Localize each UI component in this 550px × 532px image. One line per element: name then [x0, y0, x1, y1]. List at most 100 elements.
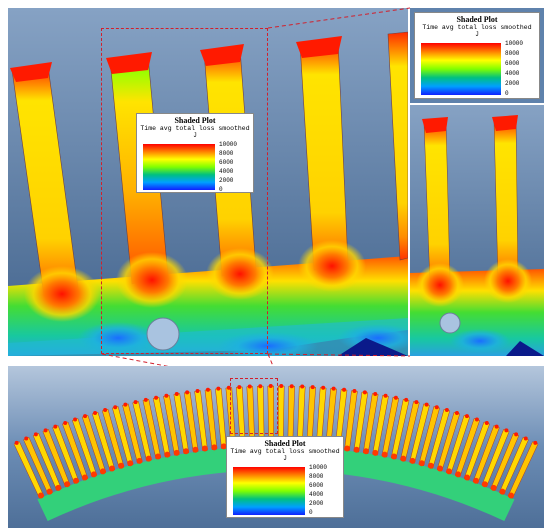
tooth-tip-hotspot	[123, 402, 128, 407]
legend-tick: 4000	[505, 70, 520, 77]
tooth-root-hotspot	[499, 488, 506, 495]
legend-tick: 2000	[219, 177, 234, 184]
tooth-tip-hotspot	[73, 417, 78, 422]
tooth-root-hotspot	[55, 484, 62, 491]
legend-tick: 4000	[309, 491, 324, 498]
tooth-root-hotspot	[145, 455, 152, 462]
tooth-root-hotspot	[409, 457, 416, 464]
tooth-tip-hotspot	[300, 384, 305, 389]
tooth-tip-hotspot	[93, 410, 98, 415]
stator-yoke	[37, 446, 515, 522]
tooth-tip-hotspot	[373, 391, 378, 396]
legend-title: Shaded Plot	[174, 116, 216, 125]
legend-tick: 10000	[505, 40, 524, 47]
tooth-tip-hotspot	[523, 436, 528, 441]
tooth-root-hotspot	[183, 448, 190, 455]
tooth-tip-hotspot	[474, 417, 479, 422]
legend-tick: 2000	[309, 500, 324, 507]
zoom-region-frame	[101, 28, 268, 354]
tooth-tip-hotspot	[514, 432, 519, 437]
tooth-tip-hotspot	[310, 385, 315, 390]
tooth-root-hotspot	[118, 462, 125, 469]
legend-subtitle: Time avg total loss smoothed	[230, 448, 340, 455]
tooth-root-hotspot	[353, 446, 360, 453]
tooth-root-hotspot	[446, 468, 453, 475]
tooth-tip-hotspot	[404, 397, 409, 402]
tooth-tip-hotspot	[195, 388, 200, 393]
tooth-tip-hotspot	[352, 388, 357, 393]
tooth-root-hotspot	[464, 474, 471, 481]
tooth-tip-hotspot	[342, 387, 347, 392]
tooth-tip-hotspot	[103, 408, 108, 413]
tooth-root-hotspot	[99, 468, 106, 475]
legend-main: Shaded Plot Time avg total loss smoothed…	[136, 113, 254, 193]
tooth-root-hotspot	[490, 484, 497, 491]
tooth-tip-hotspot	[268, 384, 273, 389]
tooth-root-hotspot	[46, 488, 53, 495]
tooth-root-hotspot	[136, 457, 143, 464]
tooth-root-hotspot	[201, 445, 208, 452]
tooth-tip-hotspot	[53, 424, 58, 429]
legend-subtitle: Time avg total loss smoothed	[140, 125, 250, 132]
tooth-tip-hotspot	[164, 393, 169, 398]
tooth-root-hotspot	[155, 453, 162, 460]
legend-unit: J	[283, 455, 287, 462]
legend-tick: 10000	[219, 141, 238, 148]
tooth-tip-hotspot	[321, 385, 326, 390]
zoom-detail-render	[410, 105, 544, 356]
tooth-tip-hotspot	[174, 391, 179, 396]
legend-tick: 6000	[219, 159, 234, 166]
tooth-root-hotspot	[362, 448, 369, 455]
tooth-tip-hotspot	[454, 410, 459, 415]
legend-bottom: Shaded Plot Time avg total loss smoothed…	[226, 436, 344, 518]
tooth-tip-hotspot	[205, 387, 210, 392]
tooth-tip-hotspot	[484, 420, 489, 425]
tooth-root-hotspot	[73, 477, 80, 484]
tooth-tip-hotspot	[434, 405, 439, 410]
tooth-root-hotspot	[108, 465, 115, 472]
legend-tick: 0	[309, 509, 313, 516]
tooth-tip-hotspot	[279, 384, 284, 389]
tooth-root-hotspot	[211, 444, 218, 451]
tooth-tip-hotspot	[63, 420, 68, 425]
legend-subtitle: Time avg total loss smoothed	[422, 24, 532, 31]
legend-tick: 8000	[219, 150, 234, 157]
tooth-tip-hotspot	[24, 436, 29, 441]
legend-unit: J	[193, 132, 197, 139]
tooth-tip-hotspot	[247, 384, 252, 389]
tooth-root-hotspot	[427, 462, 434, 469]
tooth-root-hotspot	[90, 471, 97, 478]
legend-tick: 10000	[309, 464, 328, 471]
tooth-root-hotspot	[372, 449, 379, 456]
tooth-root-hotspot	[381, 451, 388, 458]
tooth-tip-hotspot	[258, 384, 263, 389]
top-right-legend-panel: Shaded Plot Time avg total loss smoothed…	[410, 8, 544, 103]
tooth-tip-hotspot	[362, 390, 367, 395]
legend-title: Shaded Plot	[264, 439, 306, 448]
legend-tick: 4000	[219, 168, 234, 175]
legend-tick: 0	[219, 186, 223, 193]
legend-tick: 6000	[309, 482, 324, 489]
tooth-root-hotspot	[220, 443, 227, 450]
legend-colorbar	[143, 144, 215, 190]
tooth-tip-hotspot	[83, 414, 88, 419]
tooth-tip-hotspot	[143, 397, 148, 402]
tooth-tip-hotspot	[464, 414, 469, 419]
legend-tick: 0	[505, 90, 509, 97]
zoom-region-frame-bottom	[230, 378, 278, 434]
tooth-tip-hotspot	[424, 402, 429, 407]
tooth-tip-hotspot	[383, 393, 388, 398]
legend-tick: 6000	[505, 60, 520, 67]
tooth-tip-hotspot	[43, 428, 48, 433]
top-main-render	[8, 8, 408, 356]
tooth-tip-hotspot	[185, 390, 190, 395]
tooth-root-hotspot	[192, 446, 199, 453]
tooth-root-hotspot	[344, 445, 351, 452]
tooth-tip-hotspot	[414, 400, 419, 405]
legend-colorbar	[233, 467, 305, 515]
tooth-tip-hotspot	[289, 384, 294, 389]
legend-colorbar	[421, 43, 501, 95]
tooth-tip-hotspot	[14, 440, 19, 445]
legend-unit: J	[475, 31, 479, 38]
